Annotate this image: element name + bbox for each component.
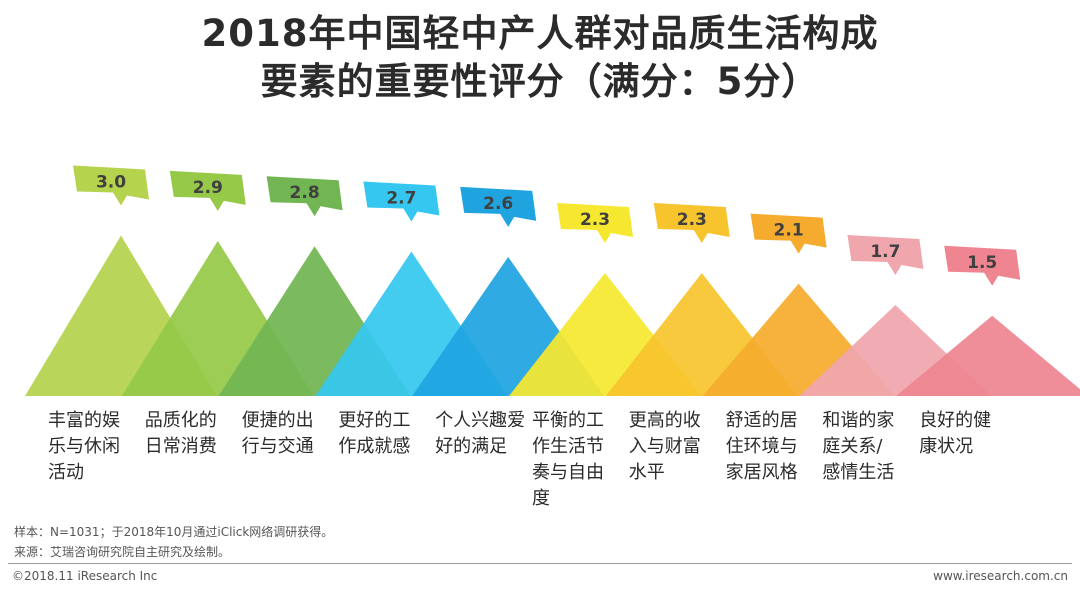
value-label-4: 2.7 bbox=[386, 189, 416, 209]
sample-note: 样本：N=1031；于2018年10月通过iClick网络调研获得。 bbox=[14, 525, 334, 539]
category-label-4: 更好的工 作成就感 bbox=[338, 410, 411, 457]
category-label-7: 更高的收 入与财富 水平 bbox=[628, 410, 701, 483]
value-tag-9: 1.7 bbox=[847, 235, 924, 276]
value-label-8: 2.1 bbox=[774, 221, 804, 241]
value-tag-7: 2.3 bbox=[653, 202, 730, 243]
category-label-6: 平衡的工 作生活节 奏与自由 度 bbox=[532, 410, 604, 509]
website: www.iresearch.com.cn bbox=[933, 569, 1068, 583]
value-label-9: 1.7 bbox=[870, 242, 900, 262]
copyright: ©2018.11 iResearch Inc bbox=[12, 569, 158, 583]
value-label-6: 2.3 bbox=[580, 210, 610, 230]
value-label-5: 2.6 bbox=[483, 194, 513, 214]
chart-title-line-2: 要素的重要性评分（满分：5分） bbox=[260, 60, 820, 103]
category-label-2: 品质化的 日常消费 bbox=[144, 410, 217, 457]
category-label-1: 丰富的娱 乐与休闲 活动 bbox=[48, 410, 120, 483]
value-label-3: 2.8 bbox=[290, 183, 320, 203]
category-label-3: 便捷的出 行与交通 bbox=[241, 410, 314, 457]
value-tag-10: 1.5 bbox=[944, 245, 1021, 286]
value-tag-4: 2.7 bbox=[363, 181, 440, 222]
value-tag-6: 2.3 bbox=[557, 202, 633, 243]
footer-divider bbox=[8, 563, 1072, 564]
category-label-9: 和谐的家 庭关系/ 感情生活 bbox=[822, 410, 895, 483]
category-label-5: 个人兴趣爱 好的满足 bbox=[435, 410, 526, 457]
value-tag-5: 2.6 bbox=[460, 186, 537, 227]
source-note: 来源：艾瑞咨询研究院自主研究及绘制。 bbox=[14, 545, 231, 559]
value-tag-1: 3.0 bbox=[73, 165, 149, 206]
value-tags: 3.0 2.9 2.8 2.7 2.6 2.3 2.3 2.1 1.7 1.5 bbox=[73, 165, 1021, 286]
value-tag-2: 2.9 bbox=[169, 170, 246, 211]
chart-title-line-1: 2018年中国轻中产人群对品质生活构成 bbox=[201, 12, 879, 55]
category-label-8: 舒适的居 住环境与 家居风格 bbox=[725, 410, 798, 483]
value-label-10: 1.5 bbox=[967, 253, 997, 273]
value-label-1: 3.0 bbox=[96, 173, 126, 193]
category-label-10: 良好的健 康状况 bbox=[919, 410, 992, 457]
value-tag-8: 2.1 bbox=[750, 213, 827, 254]
bar-marks bbox=[25, 235, 1080, 396]
value-tag-3: 2.8 bbox=[266, 176, 343, 217]
bar-10 bbox=[896, 315, 1080, 396]
value-label-2: 2.9 bbox=[193, 178, 223, 198]
value-label-7: 2.3 bbox=[677, 210, 707, 230]
